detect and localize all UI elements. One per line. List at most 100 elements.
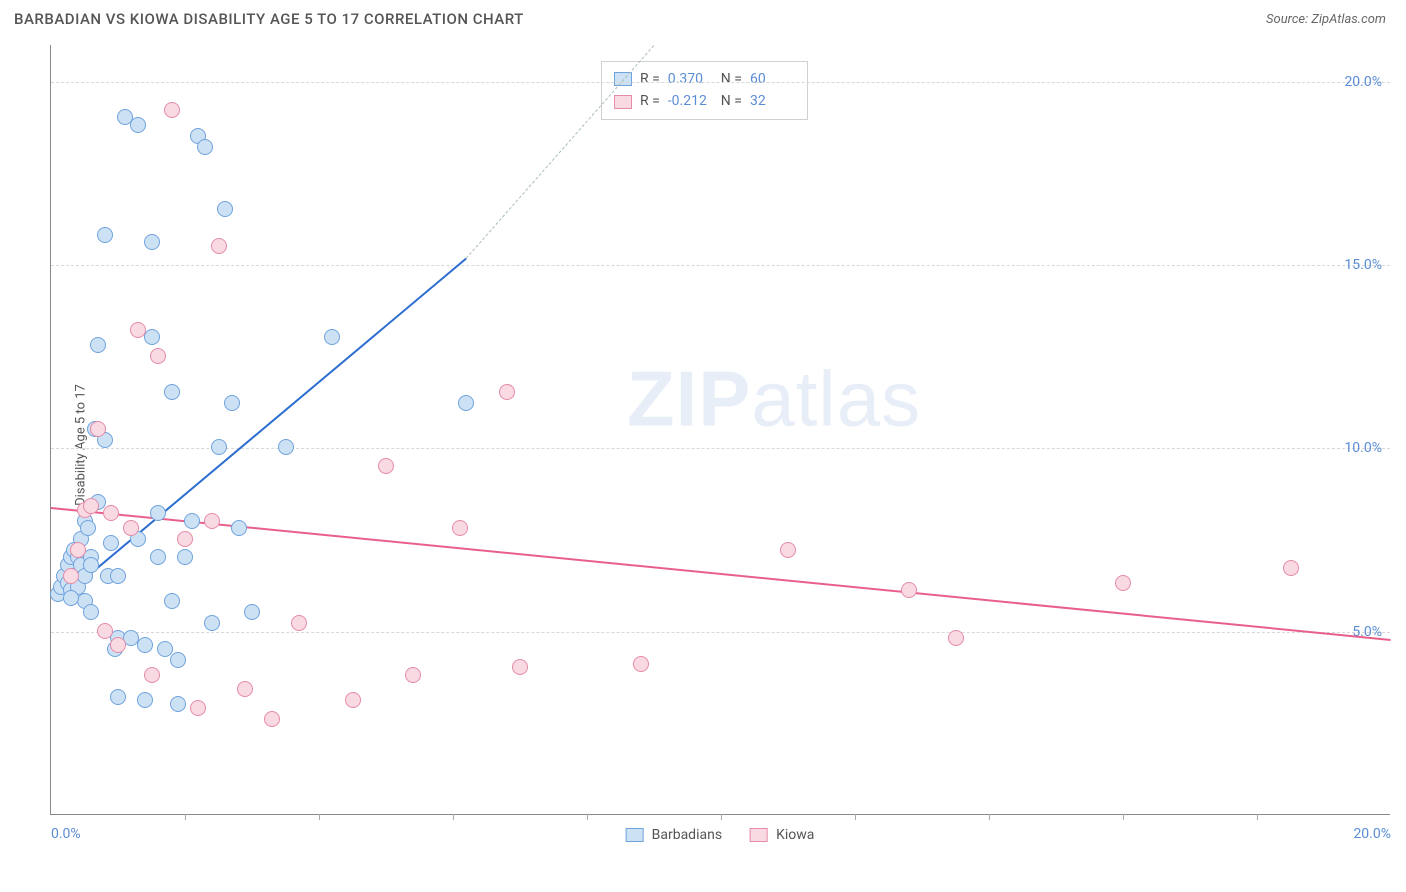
data-point [110,568,126,584]
data-point [378,458,394,474]
data-point [123,520,139,536]
data-point [90,421,106,437]
data-point [157,641,173,657]
data-point [184,513,200,529]
r-value: -0.212 [668,90,713,112]
data-point [244,604,260,620]
data-point [83,557,99,573]
data-point [780,542,796,558]
data-point [150,348,166,364]
data-point [217,201,233,217]
x-minor-tick [1123,814,1124,820]
chart-header: BARBADIAN VS KIOWA DISABILITY AGE 5 TO 1… [0,0,1406,36]
data-point [901,582,917,598]
legend-stat-row: R = 0.370 N = 60 [614,68,795,90]
x-minor-tick [587,814,588,820]
data-point [63,590,79,606]
r-label: R = [640,68,660,90]
data-point [237,681,253,697]
data-point [458,395,474,411]
data-point [80,520,96,536]
x-minor-tick [1257,814,1258,820]
data-point [137,692,153,708]
trend-line [64,258,467,597]
data-point [83,604,99,620]
data-point [204,615,220,631]
data-point [137,637,153,653]
data-point [231,520,247,536]
r-value: 0.370 [668,68,713,90]
data-point [512,659,528,675]
x-minor-tick [855,814,856,820]
data-point [110,689,126,705]
gridline-h [51,265,1390,266]
legend-label: Kiowa [776,827,814,843]
data-point [948,630,964,646]
legend-item: Barbadians [626,827,722,843]
data-point [452,520,468,536]
data-point [197,139,213,155]
data-point [170,652,186,668]
data-point [130,322,146,338]
data-point [177,531,193,547]
data-point [103,505,119,521]
gridline-h [51,632,1390,633]
r-label: R = [640,90,660,112]
n-label: N = [721,90,742,112]
gridline-h [51,82,1390,83]
n-value: 60 [750,68,795,90]
data-point [204,513,220,529]
legend-swatch [626,828,644,842]
data-point [1283,560,1299,576]
data-point [405,667,421,683]
n-label: N = [721,68,742,90]
y-tick-label: 10.0% [1344,440,1382,456]
n-value: 32 [750,90,795,112]
data-point [211,238,227,254]
legend-item: Kiowa [750,827,814,843]
data-point [83,498,99,514]
data-point [150,505,166,521]
data-point [190,700,206,716]
legend-swatch [750,828,768,842]
trend-line [51,507,1391,641]
data-point [345,692,361,708]
data-point [224,395,240,411]
data-point [130,117,146,133]
data-point [211,439,227,455]
y-tick-label: 20.0% [1344,74,1382,90]
data-point [90,337,106,353]
data-point [70,542,86,558]
data-point [110,637,126,653]
data-point [164,593,180,609]
data-point [1115,575,1131,591]
x-minor-tick [185,814,186,820]
chart-source: Source: ZipAtlas.com [1266,12,1386,27]
data-point [264,711,280,727]
data-point [164,102,180,118]
x-tick-label: 20.0% [1353,826,1391,842]
y-tick-label: 15.0% [1344,257,1382,273]
data-point [103,535,119,551]
data-point [164,384,180,400]
data-point [499,384,515,400]
data-point [633,656,649,672]
data-point [324,329,340,345]
chart-container: Disability Age 5 to 17 ZIPatlas R =0.370… [50,45,1390,845]
x-minor-tick [319,814,320,820]
plot-area: ZIPatlas R =0.370N =60R =-0.212N =32 5.0… [50,45,1390,815]
watermark: ZIPatlas [627,353,921,444]
data-point [63,568,79,584]
x-minor-tick [453,814,454,820]
data-point [97,623,113,639]
data-point [144,667,160,683]
data-point [177,549,193,565]
data-point [97,227,113,243]
legend-stat-row: R = -0.212 N = 32 [614,90,795,112]
trend-line-dashed [466,45,654,258]
legend-label: Barbadians [652,827,722,843]
gridline-h [51,448,1390,449]
x-tick-label: 0.0% [51,826,81,842]
legend-swatch [614,95,632,109]
data-point [170,696,186,712]
